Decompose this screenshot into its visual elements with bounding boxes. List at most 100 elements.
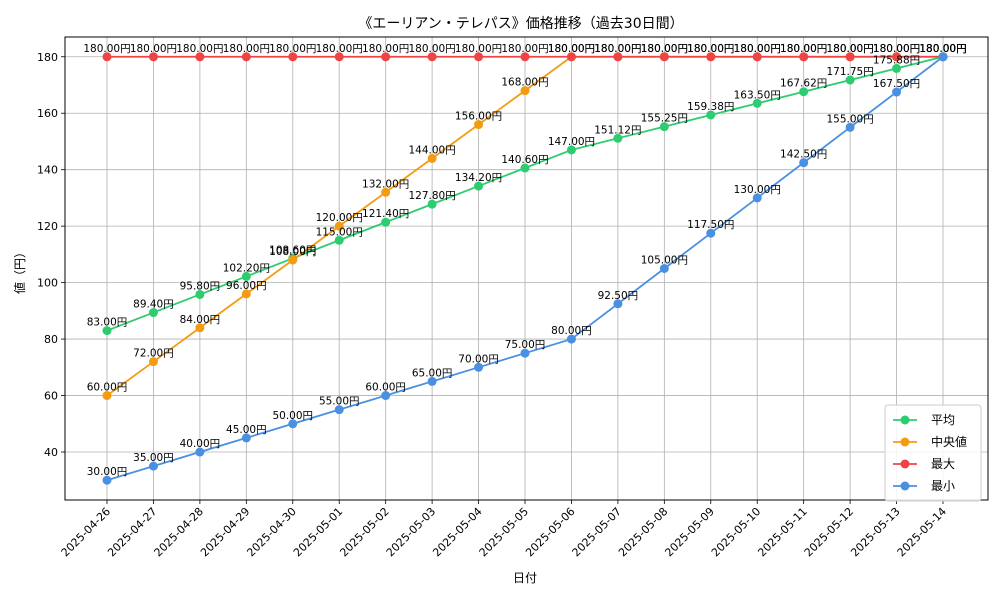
data-point: [613, 299, 623, 309]
data-point: [288, 255, 298, 265]
data-label: 147.00円: [548, 136, 595, 148]
data-label: 180.00円: [780, 43, 827, 55]
data-point: [288, 52, 298, 62]
data-label: 40.00円: [180, 438, 221, 450]
data-label: 92.50円: [598, 290, 639, 302]
data-label: 134.20円: [455, 172, 502, 184]
data-point: [195, 289, 205, 299]
data-point: [845, 122, 855, 132]
data-label: 127.80円: [408, 190, 455, 202]
series-group: [102, 52, 948, 485]
data-point: [892, 87, 902, 97]
data-point: [474, 181, 484, 191]
data-label: 180.00円: [269, 43, 316, 55]
data-point: [845, 75, 855, 85]
x-tick-label: 2025-05-14: [895, 505, 949, 559]
data-label: 180.00円: [919, 43, 966, 55]
data-point: [381, 52, 391, 62]
data-label: 180.00円: [408, 43, 455, 55]
data-point: [334, 235, 344, 245]
legend-marker: [900, 481, 910, 491]
data-label: 180.00円: [223, 43, 270, 55]
data-point: [474, 362, 484, 372]
data-label: 180.00円: [919, 43, 966, 55]
data-point: [520, 348, 530, 358]
grid: [65, 37, 988, 500]
data-point: [381, 217, 391, 227]
data-label: 140.60円: [501, 154, 548, 166]
data-label: 89.40円: [133, 299, 174, 311]
data-label: 167.50円: [873, 78, 920, 90]
data-point: [520, 163, 530, 173]
data-point: [334, 52, 344, 62]
data-label: 180.00円: [687, 43, 734, 55]
y-tick-label: 140: [37, 164, 58, 177]
data-point: [613, 52, 623, 62]
data-label: 180.00円: [873, 43, 920, 55]
data-point: [334, 405, 344, 415]
data-label: 108.60円: [269, 244, 316, 256]
data-point: [566, 52, 576, 62]
data-label: 96.00円: [226, 280, 267, 292]
data-label: 115.00円: [316, 226, 363, 238]
y-tick-label: 100: [37, 277, 58, 290]
data-point: [892, 52, 902, 62]
data-label: 180.00円: [687, 43, 734, 55]
data-point: [752, 52, 762, 62]
data-point: [148, 461, 158, 471]
y-tick-label: 40: [44, 446, 58, 459]
data-point: [427, 153, 437, 163]
data-point: [102, 52, 112, 62]
data-label: 65.00円: [412, 367, 453, 379]
data-point: [241, 52, 251, 62]
y-tick-label: 80: [44, 333, 58, 346]
data-label: 175.88円: [873, 54, 920, 66]
data-point: [148, 308, 158, 318]
data-label: 159.38円: [687, 101, 734, 113]
data-label: 180.00円: [780, 43, 827, 55]
data-label: 167.62円: [780, 78, 827, 90]
data-point: [288, 419, 298, 429]
data-point: [195, 52, 205, 62]
data-point: [195, 447, 205, 457]
data-label: 84.00円: [180, 314, 221, 326]
data-point: [241, 433, 251, 443]
data-point: [427, 376, 437, 386]
data-label: 50.00円: [272, 410, 313, 422]
data-label: 180.00円: [826, 43, 873, 55]
data-label: 83.00円: [87, 317, 128, 329]
data-label: 180.00円: [548, 43, 595, 55]
data-label: 72.00円: [133, 348, 174, 360]
data-point: [799, 52, 809, 62]
data-point: [427, 52, 437, 62]
y-tick-label: 60: [44, 390, 58, 403]
x-axis-title: 日付: [513, 571, 537, 585]
data-label: 180.00円: [362, 43, 409, 55]
data-label: 168.00円: [501, 77, 548, 89]
data-label: 144.00円: [408, 144, 455, 156]
data-point: [520, 86, 530, 96]
data-point: [474, 120, 484, 130]
data-label: 30.00円: [87, 466, 128, 478]
data-label: 105.00円: [641, 255, 688, 267]
data-label: 75.00円: [505, 339, 546, 351]
data-point: [241, 271, 251, 281]
data-point: [148, 52, 158, 62]
data-label: 55.00円: [319, 396, 360, 408]
data-label: 180.00円: [594, 43, 641, 55]
y-tick-label: 180: [37, 51, 58, 64]
data-label: 180.00円: [734, 43, 781, 55]
data-label: 121.40円: [362, 208, 409, 220]
data-label: 35.00円: [133, 452, 174, 464]
legend-label: 平均: [931, 413, 955, 427]
data-point: [706, 228, 716, 238]
data-label: 180.00円: [919, 43, 966, 55]
data-point: [474, 52, 484, 62]
data-point: [752, 98, 762, 108]
data-point: [381, 187, 391, 197]
data-point: [334, 221, 344, 231]
data-label: 180.00円: [176, 43, 223, 55]
data-label: 117.50円: [687, 219, 734, 231]
